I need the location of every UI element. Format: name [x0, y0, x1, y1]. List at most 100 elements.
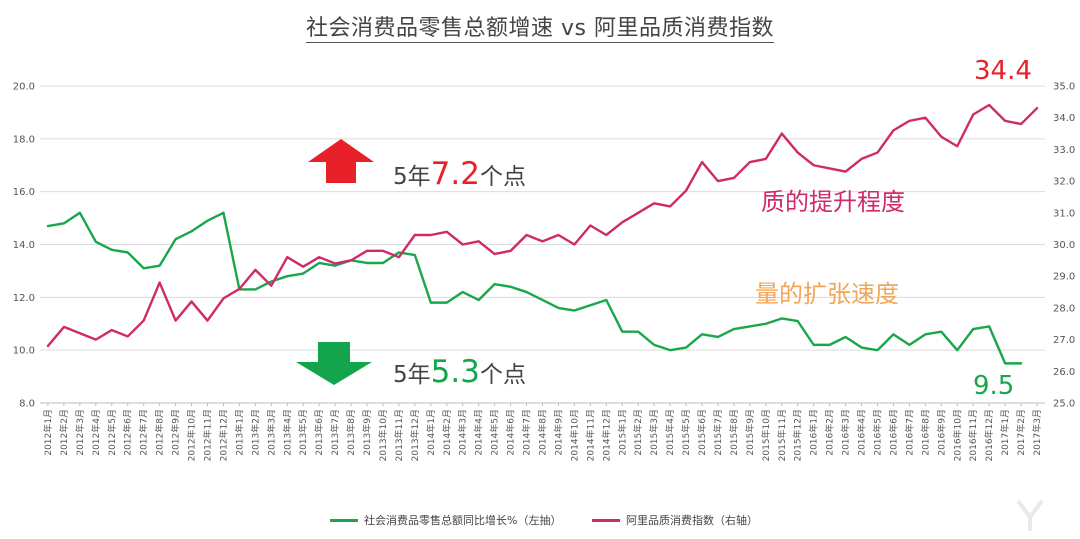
legend-label-red: 阿里品质消费指数（右轴） [626, 514, 758, 527]
legend: 社会消费品零售总额同比增长%（左抽） 阿里品质消费指数（右轴） [0, 510, 1080, 530]
chart-title: 社会消费品零售总额增速 vs 阿里品质消费指数 [306, 16, 774, 43]
annotation-up: 5年7.2个点 [393, 156, 526, 192]
x-tick-label: 2012年3月 [74, 409, 86, 456]
up-arrow-icon [308, 139, 374, 183]
x-tick-label: 2013年12月 [409, 409, 421, 461]
x-tick-label: 2015年6月 [696, 409, 708, 456]
x-tick-label: 2016年12月 [983, 409, 995, 461]
x-tick-label: 2015年10月 [760, 409, 772, 461]
right-tick-label: 30.0 [1053, 240, 1075, 251]
x-tick-label: 2012年9月 [170, 409, 182, 456]
x-tick-label: 2013年2月 [249, 409, 261, 456]
watermark-logo [1016, 499, 1044, 531]
x-tick-label: 2015年4月 [664, 409, 676, 456]
right-tick-label: 34.0 [1053, 113, 1075, 124]
left-tick-label: 12.0 [13, 293, 35, 304]
x-tick-label: 2015年5月 [680, 409, 692, 456]
x-tick-label: 2014年1月 [425, 409, 437, 456]
right-tick-label: 25.0 [1053, 399, 1075, 410]
x-tick-label: 2016年11月 [967, 409, 979, 461]
x-tick-label: 2014年5月 [489, 409, 501, 456]
right-tick-label: 26.0 [1053, 367, 1075, 378]
x-tick-label: 2013年4月 [281, 409, 293, 456]
x-tick-label: 2015年1月 [616, 409, 628, 456]
x-tick-label: 2014年8月 [537, 409, 549, 456]
x-tick-label: 2013年5月 [297, 409, 309, 456]
x-tick-label: 2015年7月 [712, 409, 724, 456]
x-tick-label: 2012年5月 [106, 409, 118, 456]
x-tick-label: 2012年4月 [90, 409, 102, 456]
x-tick-label: 2012年10月 [186, 409, 198, 461]
end-value-green: 9.5 [973, 371, 1015, 401]
right-tick-label: 35.0 [1053, 82, 1075, 93]
annotation-up-value: 7.2 [430, 156, 480, 192]
x-tick-label: 2014年2月 [441, 409, 453, 456]
right-tick-label: 27.0 [1053, 335, 1075, 346]
x-tick-label: 2016年1月 [808, 409, 820, 456]
x-tick-label: 2017年3月 [1031, 409, 1043, 456]
x-tick-label: 2016年5月 [872, 409, 884, 456]
left-tick-label: 20.0 [13, 82, 35, 93]
x-tick-label: 2016年2月 [824, 409, 836, 456]
right-y-axis: 25.0 26.0 27.0 28.0 29.0 30.0 31.0 32.0 33.0 34.0… [1053, 82, 1075, 410]
left-y-axis: 8.0 10.0 12.0 14.0 16.0 18.0 20.0 [13, 82, 35, 410]
x-tick-label: 2016年10月 [951, 409, 963, 461]
annotation-down-value: 5.3 [430, 354, 480, 390]
left-tick-label: 18.0 [13, 134, 35, 145]
end-value-red: 34.4 [974, 56, 1032, 86]
x-tick-label: 2015年3月 [648, 409, 660, 456]
left-tick-label: 8.0 [19, 399, 35, 410]
right-tick-label: 32.0 [1053, 177, 1075, 188]
annotation-down-suffix: 个点 [479, 362, 526, 388]
x-tick-label: 2016年3月 [840, 409, 852, 456]
x-tick-label: 2015年2月 [632, 409, 644, 456]
x-tick-label: 2012年8月 [154, 409, 166, 456]
x-tick-label: 2016年4月 [856, 409, 868, 456]
right-tick-label: 29.0 [1053, 272, 1075, 283]
x-tick-label: 2015年12月 [792, 409, 804, 461]
x-tick-label: 2014年4月 [473, 409, 485, 456]
x-tick-label: 2014年6月 [505, 409, 517, 456]
x-tick-label: 2013年8月 [345, 409, 357, 456]
x-tick-label: 2013年6月 [313, 409, 325, 456]
series-lines [46, 103, 1039, 365]
legend-item-red: 阿里品质消费指数（右轴） [592, 512, 758, 528]
x-tick-label: 2016年8月 [919, 409, 931, 456]
annotation-down-prefix: 5年 [393, 362, 431, 388]
x-tick-label: 2014年10月 [568, 409, 580, 461]
legend-swatch-green [330, 518, 358, 522]
x-tick-label: 2014年11月 [584, 409, 596, 461]
x-tick-label: 2014年12月 [600, 409, 612, 461]
x-tick-label: 2017年1月 [999, 409, 1011, 456]
x-tick-label: 2012年11月 [202, 409, 214, 461]
annotation-up-suffix: 个点 [479, 164, 526, 190]
right-tick-label: 33.0 [1053, 145, 1075, 156]
left-tick-label: 10.0 [13, 346, 35, 357]
x-tick-label: 2016年7月 [903, 409, 915, 456]
series-line-quality-index [46, 103, 1039, 348]
x-tick-label: 2016年9月 [935, 409, 947, 456]
annotation-up-prefix: 5年 [393, 164, 431, 190]
x-tick-label: 2013年3月 [265, 409, 277, 456]
legend-swatch-red [592, 518, 620, 522]
x-tick-label: 2014年7月 [521, 409, 533, 456]
down-arrow-icon [296, 342, 372, 385]
series-line-retail-growth [46, 211, 1023, 365]
x-tick-label: 2012年1月 [42, 409, 54, 456]
legend-item-green: 社会消费品零售总额同比增长%（左抽） [330, 512, 561, 528]
legend-label-green: 社会消费品零售总额同比增长%（左抽） [364, 514, 562, 527]
x-tick-label: 2014年9月 [552, 409, 564, 456]
left-tick-label: 16.0 [13, 187, 35, 198]
x-tick-label: 2013年10月 [377, 409, 389, 461]
x-tick-label: 2012年7月 [138, 409, 150, 456]
x-tick-label: 2013年11月 [393, 409, 405, 461]
quantity-label: 量的扩张速度 [755, 280, 899, 308]
x-tick-label: 2012年12月 [217, 409, 229, 461]
x-tick-label: 2015年9月 [744, 409, 756, 456]
x-tick-label: 2013年9月 [361, 409, 373, 456]
x-tick-label: 2012年6月 [122, 409, 134, 456]
right-tick-label: 31.0 [1053, 208, 1075, 219]
x-tick-label: 2016年6月 [887, 409, 899, 456]
gridlines [40, 85, 1045, 404]
